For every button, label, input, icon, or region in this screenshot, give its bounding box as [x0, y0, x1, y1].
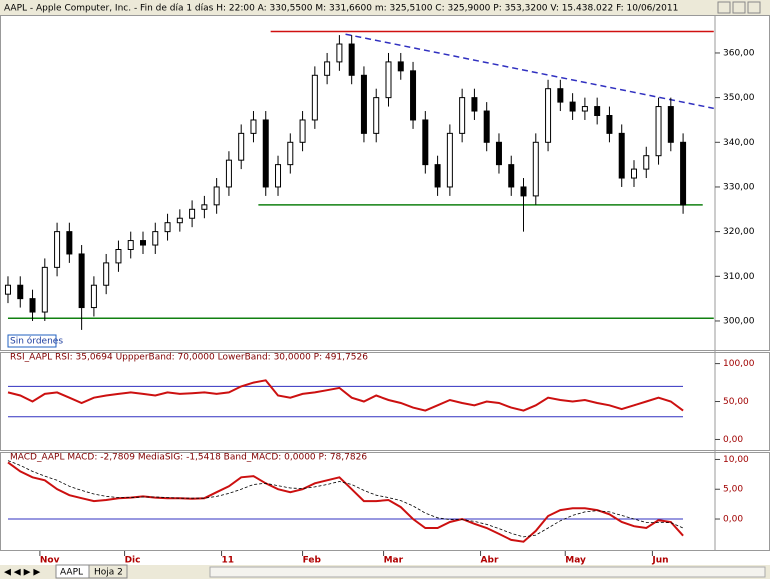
trend-line	[345, 33, 714, 110]
tab-nav[interactable]: ◀ ◀ ▶ ▶	[4, 568, 40, 578]
candle-body	[324, 61, 331, 76]
x-tick-label: Mar	[384, 556, 404, 566]
candle-body	[545, 88, 552, 143]
candle-body	[17, 284, 24, 300]
y-tick-label: 310,00	[723, 272, 755, 282]
y-tick-label: 300,00	[723, 316, 755, 326]
candle-body	[422, 119, 429, 166]
y-tick-label: 0,00	[723, 515, 743, 525]
candle-body	[520, 186, 527, 197]
close-button[interactable]	[747, 1, 761, 14]
x-tick-label: Dic	[125, 556, 141, 566]
candle-body	[262, 119, 269, 188]
candle-body	[238, 132, 245, 161]
panel-title: RSI_AAPL RSI: 35,0694 UppperBand: 70,000…	[10, 353, 368, 363]
candle-body	[66, 231, 73, 255]
candle-body	[581, 106, 588, 112]
y-tick-label: 350,00	[723, 93, 755, 103]
candle-body	[569, 101, 576, 112]
candle-body	[655, 106, 662, 157]
candle-body	[103, 262, 110, 286]
candle-body	[618, 132, 625, 179]
candle-body	[176, 217, 183, 224]
candle-body	[275, 164, 282, 188]
candle-body	[532, 141, 539, 197]
candle-body	[471, 97, 478, 112]
candle-body	[115, 249, 122, 264]
x-tick-label: Nov	[40, 556, 60, 566]
orders-button-label[interactable]: Sin órdenes	[10, 336, 63, 347]
candle-body	[557, 88, 564, 103]
candle-body	[360, 74, 367, 134]
candle-body	[127, 240, 134, 250]
candle-body	[459, 97, 466, 134]
x-tick-label: May	[565, 556, 586, 566]
y-tick-label: 100,00	[723, 359, 755, 369]
candle-body	[213, 186, 220, 206]
candle-body	[201, 204, 208, 210]
candle-body	[373, 97, 380, 134]
candle-body	[140, 240, 146, 246]
candle-body	[606, 115, 613, 134]
maximize-button[interactable]	[732, 1, 746, 14]
x-tick-label: Jun	[651, 556, 668, 566]
candle-body	[250, 119, 257, 134]
candle-body	[594, 106, 601, 116]
candle-body	[287, 141, 294, 166]
candle-body	[397, 61, 404, 72]
candle-body	[164, 222, 171, 233]
candle-body	[508, 164, 515, 188]
title-bar	[0, 0, 770, 15]
candle-body	[41, 266, 48, 313]
candle-body	[225, 159, 232, 188]
candle-body	[78, 253, 85, 309]
series-line	[7, 379, 684, 412]
candle-body	[336, 43, 343, 63]
candle-body	[483, 110, 490, 143]
window-title: AAPL - Apple Computer, Inc. - Fin de día…	[4, 4, 678, 14]
candle-body	[680, 141, 687, 206]
y-tick-label: 10,00	[723, 455, 749, 465]
candle-body	[152, 231, 159, 246]
y-tick-label: 5,00	[723, 485, 743, 495]
candle-body	[189, 208, 196, 219]
series-line	[7, 460, 684, 538]
candle-body	[29, 298, 36, 313]
candle-body	[434, 164, 441, 188]
candle-body	[90, 284, 97, 309]
y-tick-label: 360,00	[723, 48, 755, 58]
candle-body	[299, 119, 306, 143]
candle-body	[667, 106, 674, 143]
y-tick-label: 320,00	[723, 227, 755, 237]
candle-body	[630, 168, 637, 179]
y-tick-label: 50,00	[723, 397, 749, 407]
candle-body	[495, 141, 502, 166]
y-tick-label: 0,00	[723, 435, 743, 445]
candle-body	[410, 70, 417, 121]
minimize-button[interactable]	[717, 1, 731, 14]
candle-body	[643, 155, 650, 170]
candle-body	[54, 231, 61, 268]
tab[interactable]	[88, 564, 128, 579]
candle-body	[4, 284, 11, 295]
x-tick-label: 11	[222, 556, 235, 566]
y-tick-label: 340,00	[723, 138, 755, 148]
tab-label[interactable]: Hoja 2	[94, 568, 123, 578]
candle-body	[446, 132, 453, 188]
x-tick-label: Abr	[481, 556, 499, 566]
scrollbar[interactable]	[209, 566, 766, 578]
candle-body	[348, 43, 355, 76]
candle-body	[311, 74, 318, 121]
y-tick-label: 330,00	[723, 182, 755, 192]
panel-title: MACD_AAPL MACD: -2,7809 MediaSIG: -1,541…	[10, 453, 367, 463]
x-tick-label: Feb	[303, 556, 322, 566]
orders-button[interactable]	[7, 334, 57, 348]
candle-body	[385, 61, 392, 99]
tab-label[interactable]: AAPL	[60, 568, 83, 578]
